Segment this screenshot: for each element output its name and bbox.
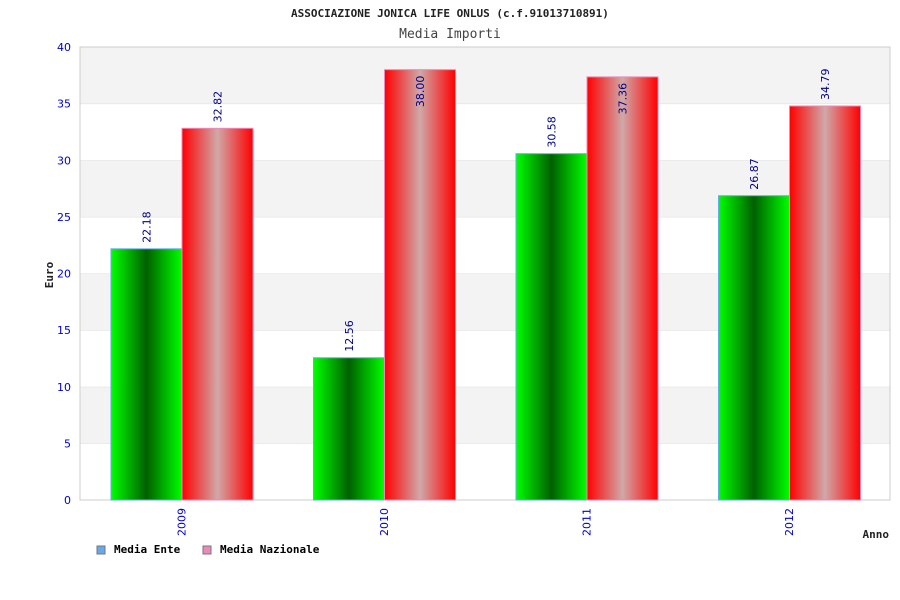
y-tick-label: 30 [57,154,71,167]
legend-swatch-media-nazionale [202,545,212,555]
y-tick-label: 5 [64,437,71,450]
data-label: 12.56 [343,320,356,352]
y-tick-label: 35 [57,98,71,111]
data-label: 38.00 [414,76,427,108]
x-axis-label: Anno [863,528,890,541]
legend: Media Ente Media Nazionale [96,543,320,556]
bar-media-ente-2009 [110,248,183,501]
data-label: 26.87 [748,158,761,190]
data-label: 34.79 [819,69,832,101]
data-label: 37.36 [617,83,630,115]
bar-media-ente-2012 [718,195,790,501]
bar-media-nazionale-2010 [384,69,456,501]
y-axis-label: Euro [43,261,56,288]
bar-media-nazionale-2012 [789,105,861,501]
x-tick-label: 2011 [580,508,593,536]
bar-media-nazionale-2009 [181,127,254,501]
x-tick-label: 2012 [783,508,796,536]
bar-media-ente-2010 [313,357,385,501]
y-tick-label: 15 [57,324,71,337]
legend-label-media-ente: Media Ente [114,543,181,556]
data-label: 30.58 [546,116,559,148]
bar-media-nazionale-2011 [586,76,659,501]
y-tick-label: 20 [57,268,71,281]
x-tick-label: 2009 [175,508,188,536]
y-tick-label: 0 [64,494,71,507]
y-tick-label: 25 [57,211,71,224]
chart-subtitle: Media Importi [399,27,501,42]
grid-band [80,47,890,104]
y-tick-label: 40 [57,41,71,54]
plot-area-border [79,46,891,501]
bar-media-ente-2011 [515,153,588,501]
legend-swatch-media-ente [96,545,106,555]
x-tick-label: 2010 [378,508,391,536]
y-tick-label: 10 [57,381,71,394]
chart-title: ASSOCIAZIONE JONICA LIFE ONLUS (c.f.9101… [291,7,609,20]
legend-label-media-nazionale: Media Nazionale [220,543,320,556]
data-label: 22.18 [141,211,154,243]
data-label: 32.82 [212,91,225,123]
